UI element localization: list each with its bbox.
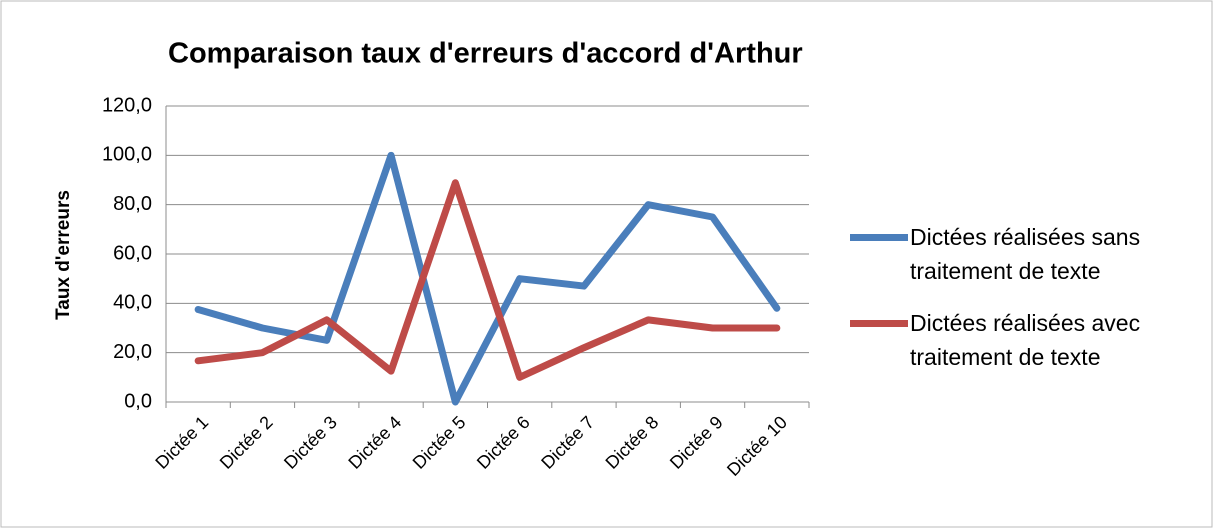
y-tick-label: 40,0 [113,292,152,314]
legend-item: Dictées réalisées avec traitement de tex… [850,306,1150,374]
chart-title: Comparaison taux d'erreurs d'accord d'Ar… [168,38,803,70]
y-axis-label: Taux d'erreurs [53,190,74,320]
y-tick-label: 60,0 [113,242,152,264]
legend-swatch [850,234,908,241]
y-tick-label: 0,0 [124,390,152,412]
legend-label: Dictées réalisées sans traitement de tex… [910,224,1141,284]
legend-swatch [850,320,908,327]
y-tick-label: 80,0 [113,193,152,215]
legend-label: Dictées réalisées avec traitement de tex… [910,310,1141,370]
series-line [194,179,781,381]
legend-item: Dictées réalisées sans traitement de tex… [850,220,1150,288]
y-tick-label: 100,0 [102,144,152,166]
y-tick-label: 120,0 [102,94,152,116]
y-tick-label: 20,0 [113,341,152,363]
legend: Dictées réalisées sans traitement de tex… [850,220,1150,392]
